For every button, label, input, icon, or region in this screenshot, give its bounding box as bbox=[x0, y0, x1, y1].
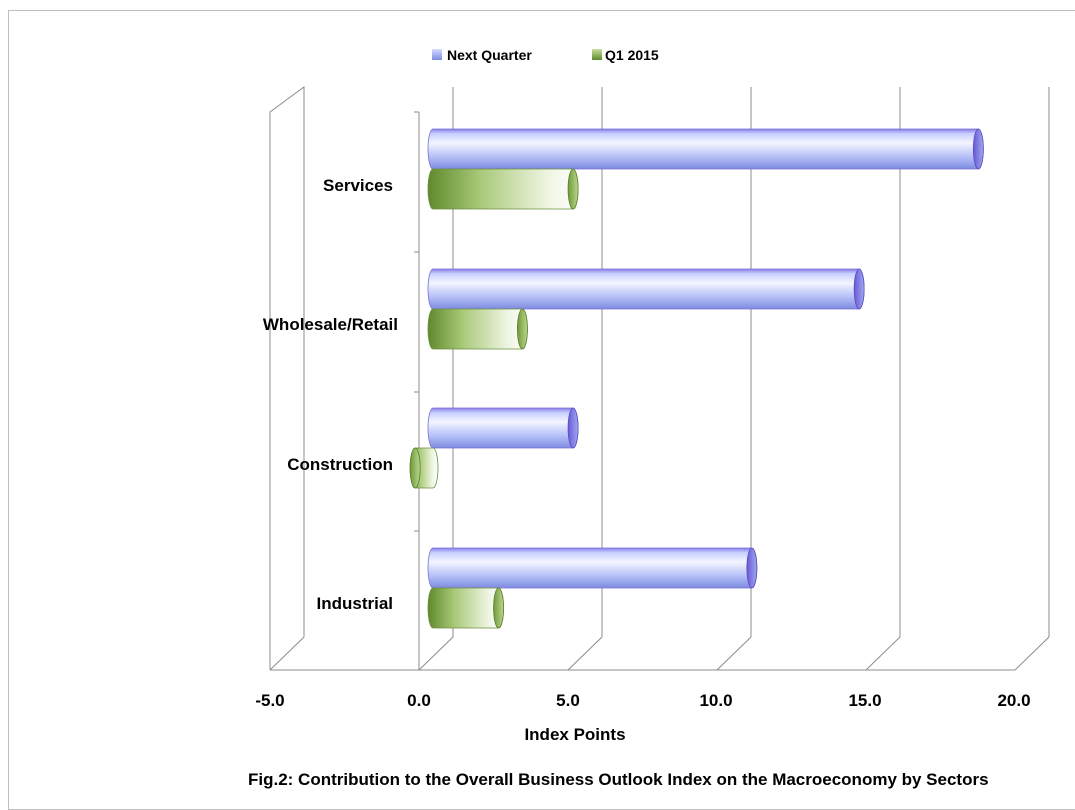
category-label-construction: Construction bbox=[287, 455, 393, 474]
bar-body bbox=[427, 268, 865, 310]
legend-swatch-q1-2015 bbox=[592, 49, 602, 60]
floor-gridline bbox=[865, 636, 901, 671]
bar-end-cap bbox=[493, 587, 504, 629]
category-label-wholesale-retail: Wholesale/Retail bbox=[263, 315, 398, 334]
category-label-industrial: Industrial bbox=[316, 594, 393, 613]
x-tick-labels: -5.0 0.0 5.0 10.0 15.0 20.0 bbox=[255, 691, 1030, 710]
bar bbox=[409, 447, 439, 489]
bar-end-cap bbox=[567, 168, 579, 210]
floor-gridline bbox=[269, 636, 305, 671]
x-tick-label: 5.0 bbox=[556, 691, 580, 710]
axes bbox=[269, 86, 1050, 671]
bar-body bbox=[427, 407, 579, 449]
side-wall bbox=[269, 86, 305, 670]
bar-body bbox=[427, 587, 504, 629]
bar-end-cap bbox=[409, 447, 421, 489]
legend-label-next-quarter: Next Quarter bbox=[447, 47, 532, 63]
x-tick-label: 15.0 bbox=[848, 691, 881, 710]
bar-end-cap bbox=[746, 547, 758, 589]
bar-body bbox=[427, 547, 758, 589]
bar-body bbox=[427, 308, 528, 350]
bar bbox=[427, 308, 528, 350]
legend-label-q1-2015: Q1 2015 bbox=[605, 47, 659, 63]
category-label-services: Services bbox=[323, 176, 393, 195]
bar-end-cap bbox=[517, 308, 528, 350]
x-tick-label: 0.0 bbox=[407, 691, 431, 710]
floor-gridline bbox=[1014, 636, 1050, 671]
x-tick-label: 10.0 bbox=[699, 691, 732, 710]
x-tick-label: 20.0 bbox=[997, 691, 1030, 710]
bar bbox=[427, 407, 579, 449]
bar-body bbox=[427, 168, 579, 210]
chart-title: Fig.2: Contribution to the Overall Busin… bbox=[248, 770, 989, 789]
legend: Next Quarter Q1 2015 bbox=[432, 47, 659, 63]
legend-swatch-next-quarter bbox=[432, 49, 442, 60]
bar-end-cap bbox=[853, 268, 865, 310]
bar bbox=[427, 547, 758, 589]
bar bbox=[427, 587, 504, 629]
bar bbox=[427, 128, 984, 170]
floor-gridline bbox=[567, 636, 603, 671]
bar-end-cap bbox=[972, 128, 984, 170]
bar bbox=[427, 268, 865, 310]
floor-gridline bbox=[418, 636, 454, 671]
bar-body bbox=[427, 128, 984, 170]
floor-gridline bbox=[716, 636, 752, 671]
x-tick-label: -5.0 bbox=[255, 691, 284, 710]
x-axis-title: Index Points bbox=[524, 725, 625, 744]
bar bbox=[427, 168, 579, 210]
bars bbox=[409, 128, 984, 629]
bar-end-cap bbox=[567, 407, 579, 449]
